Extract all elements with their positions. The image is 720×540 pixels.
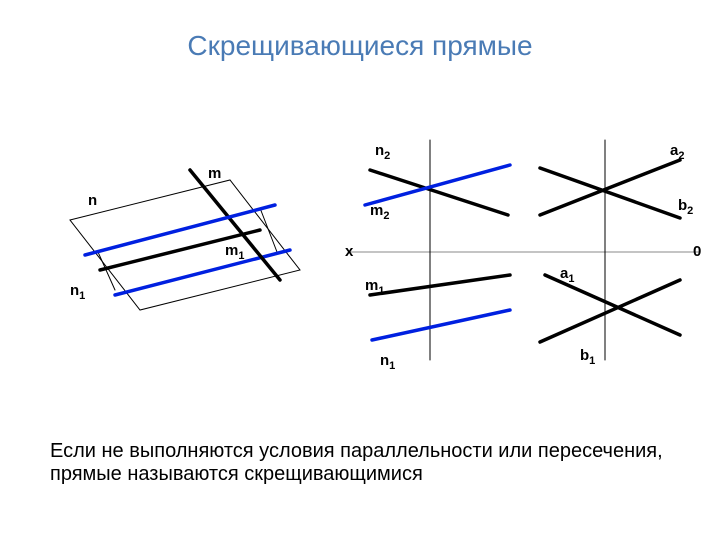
diagram-svg: nmm1n1x0n2m2m1n1a2b2a1b1 [0,100,720,380]
svg-text:0: 0 [693,243,701,260]
page-title: Скрещивающиеся прямые [0,0,720,62]
svg-text:m2: m2 [370,202,389,222]
svg-text:n2: n2 [375,142,390,162]
svg-text:n: n [88,192,97,209]
svg-text:n1: n1 [380,352,395,372]
diagrams: nmm1n1x0n2m2m1n1a2b2a1b1 [0,100,720,380]
svg-text:b1: b1 [580,347,595,367]
svg-text:x: x [345,243,354,260]
svg-text:n1: n1 [70,282,85,302]
definition-text: Если не выполняются условия параллельнос… [50,440,670,486]
svg-text:b2: b2 [678,197,693,217]
svg-text:m1: m1 [225,242,244,262]
svg-text:m: m [208,165,221,182]
svg-text:a2: a2 [670,142,684,162]
